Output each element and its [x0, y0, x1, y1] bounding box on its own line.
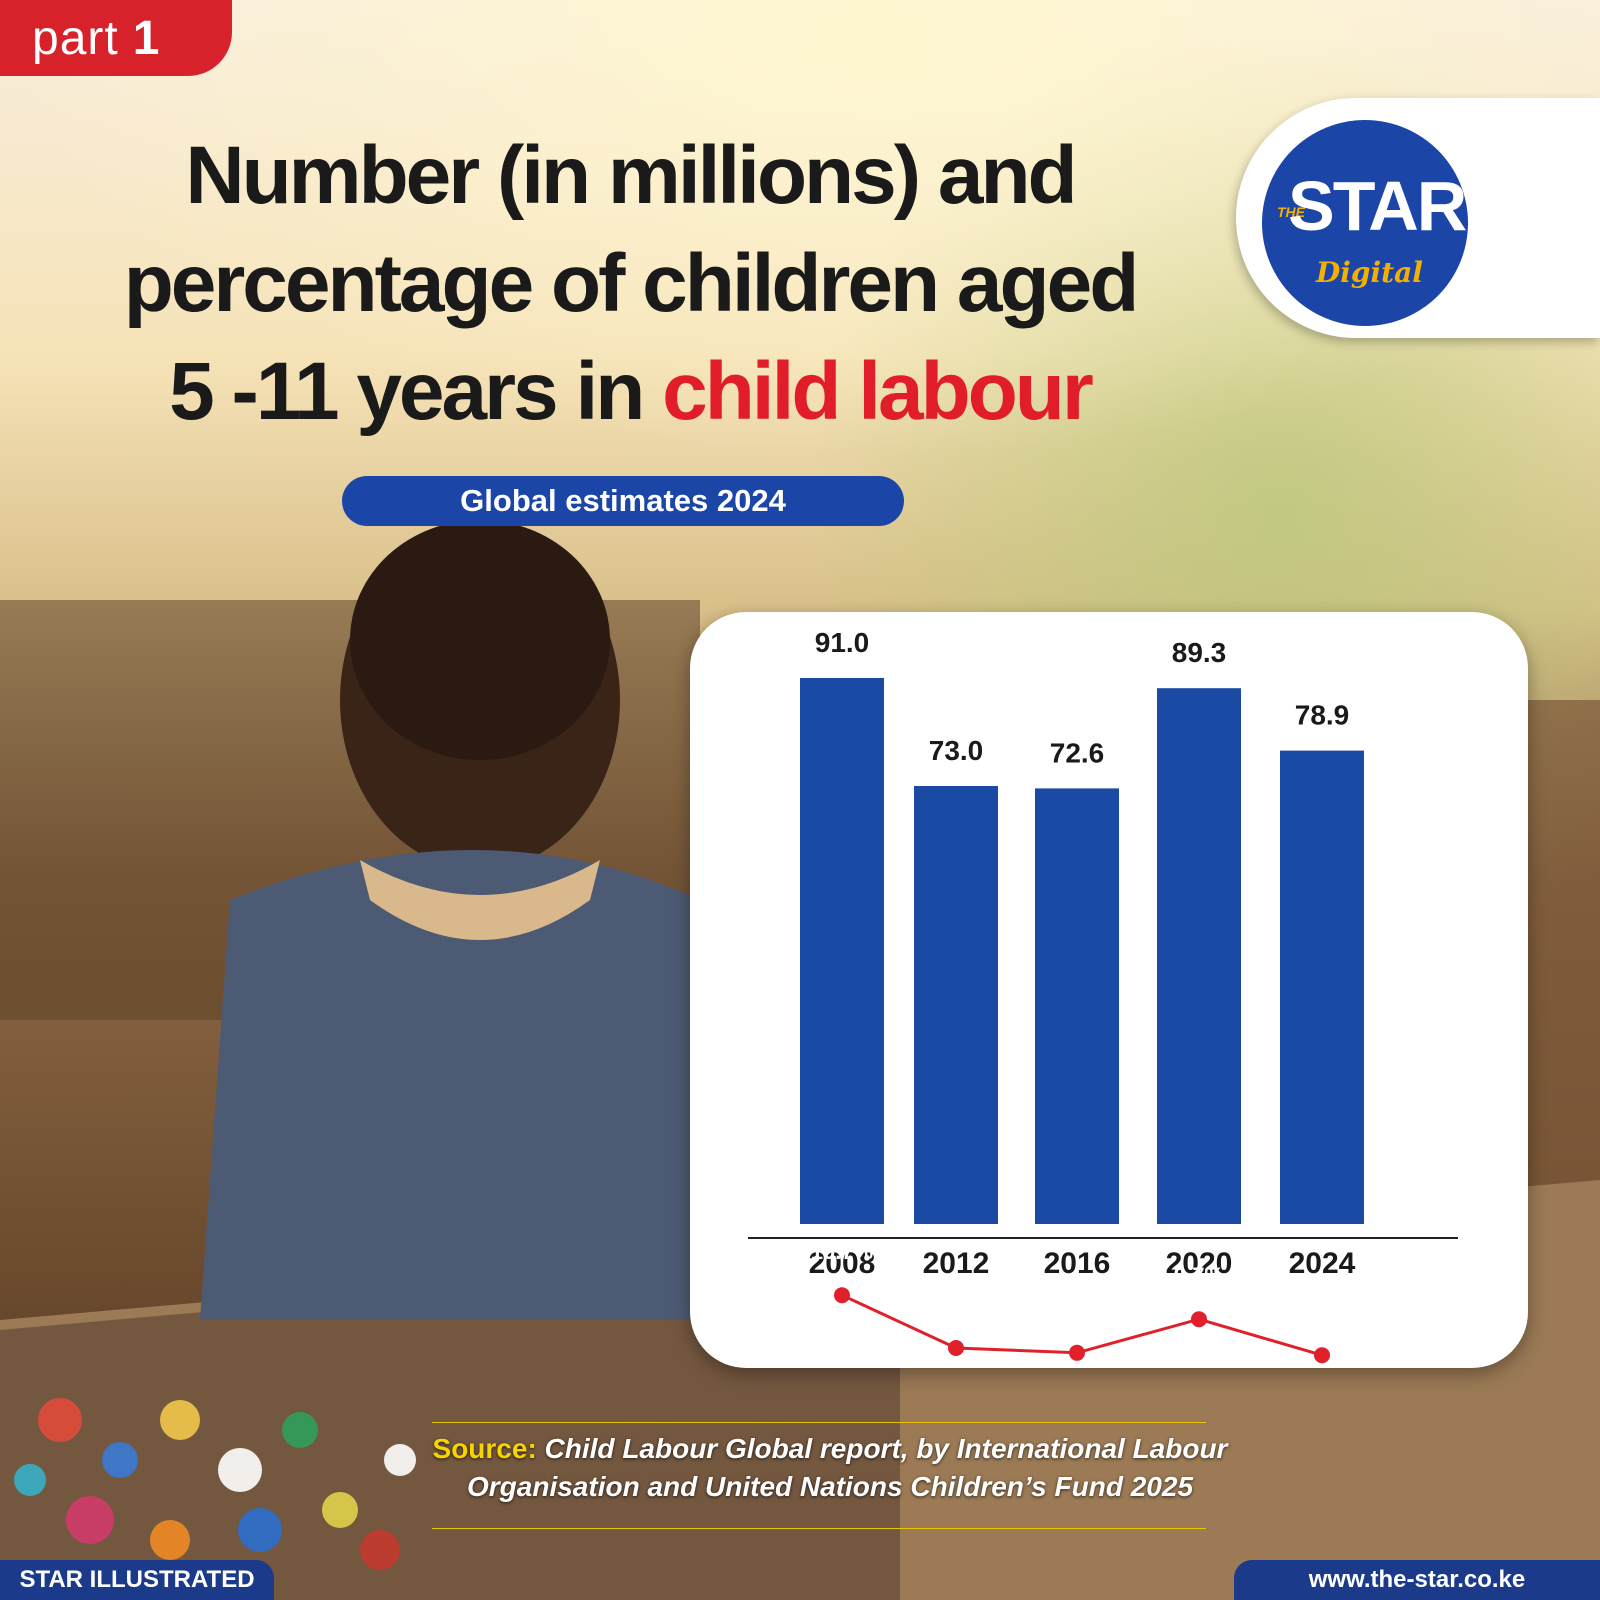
line-value-label-2016: 8.3% — [1052, 1297, 1102, 1322]
bar-value-label-2012: 73.0 — [929, 735, 984, 766]
bar-line-chart: 91.0 2008 73.0 2012 72.6 2016 89.3 2020 78.9 2024… — [748, 627, 1458, 1364]
line-point-2012 — [948, 1340, 964, 1356]
line-point-2024 — [1314, 1347, 1330, 1364]
x-tick-label-2012: 2012 — [923, 1247, 990, 1280]
source-bottom-rule — [432, 1528, 1206, 1529]
part-number: 1 — [132, 11, 161, 65]
x-tick-label-2020: 2020 — [1166, 1247, 1233, 1280]
part-badge: part 1 — [0, 0, 232, 76]
bar-value-label-2016: 72.6 — [1050, 737, 1105, 768]
line-value-label-2012: 8.5% — [931, 1292, 981, 1317]
source-note: Source: Child Labour Global report, by I… — [420, 1430, 1240, 1506]
bar-2020 — [1157, 688, 1241, 1224]
bar-2008 — [800, 678, 884, 1224]
logo-digital-text: Digital — [1316, 256, 1423, 289]
title-line-1: Number (in millions) and — [185, 130, 1077, 221]
source-label: Source: — [432, 1433, 537, 1464]
bar-value-label-2020: 89.3 — [1172, 637, 1227, 668]
title-line-3: 5 -11 years in child labour — [40, 338, 1220, 446]
bar-2012 — [914, 786, 998, 1224]
line-point-2016 — [1069, 1344, 1085, 1361]
title-line-3-text: 5 -11 years in — [169, 346, 663, 437]
line-point-2020 — [1191, 1311, 1207, 1328]
bar-value-label-2008: 91.0 — [815, 627, 870, 658]
source-text-line-2: Organisation and United Nations Children… — [466, 1471, 1194, 1502]
subtitle-text: Global estimates 2024 — [460, 483, 786, 518]
star-logo — [1262, 120, 1468, 326]
footer-credit-text: STAR ILLUSTRATED — [19, 1566, 255, 1593]
x-tick-label-2024: 2024 — [1289, 1247, 1356, 1280]
line-value-label-2008: 10.7% — [811, 1239, 873, 1264]
logo-the-text: THE — [1277, 204, 1305, 220]
line-value-label-2024: 8.2% — [1297, 1299, 1347, 1324]
footer-credit: STAR ILLUSTRATED — [0, 1560, 274, 1600]
footer-url-text[interactable]: www.the-star.co.ke — [1308, 1566, 1526, 1593]
logo-star-text: STAR — [1288, 167, 1467, 245]
part-word: part — [32, 11, 119, 65]
bar-value-label-2024: 78.9 — [1295, 700, 1350, 731]
line-point-2008 — [834, 1287, 850, 1304]
footer-url[interactable]: www.the-star.co.ke — [1234, 1560, 1600, 1600]
bar-2024 — [1280, 750, 1364, 1224]
x-tick-label-2008: 2008 — [809, 1247, 876, 1280]
title-line-2: percentage of children aged — [123, 238, 1140, 329]
subtitle-badge: Global estimates 2024 — [342, 476, 904, 526]
bar-2016 — [1035, 788, 1119, 1224]
source-text-line-1: Child Labour Global report, by Internati… — [544, 1433, 1228, 1464]
x-tick-label-2016: 2016 — [1044, 1247, 1111, 1280]
line-value-label-2020: 9.7% — [1174, 1263, 1224, 1288]
title-highlight: child labour — [662, 346, 1094, 437]
page-title: Number (in millions) and percentage of c… — [40, 122, 1220, 446]
source-top-rule — [432, 1422, 1206, 1423]
